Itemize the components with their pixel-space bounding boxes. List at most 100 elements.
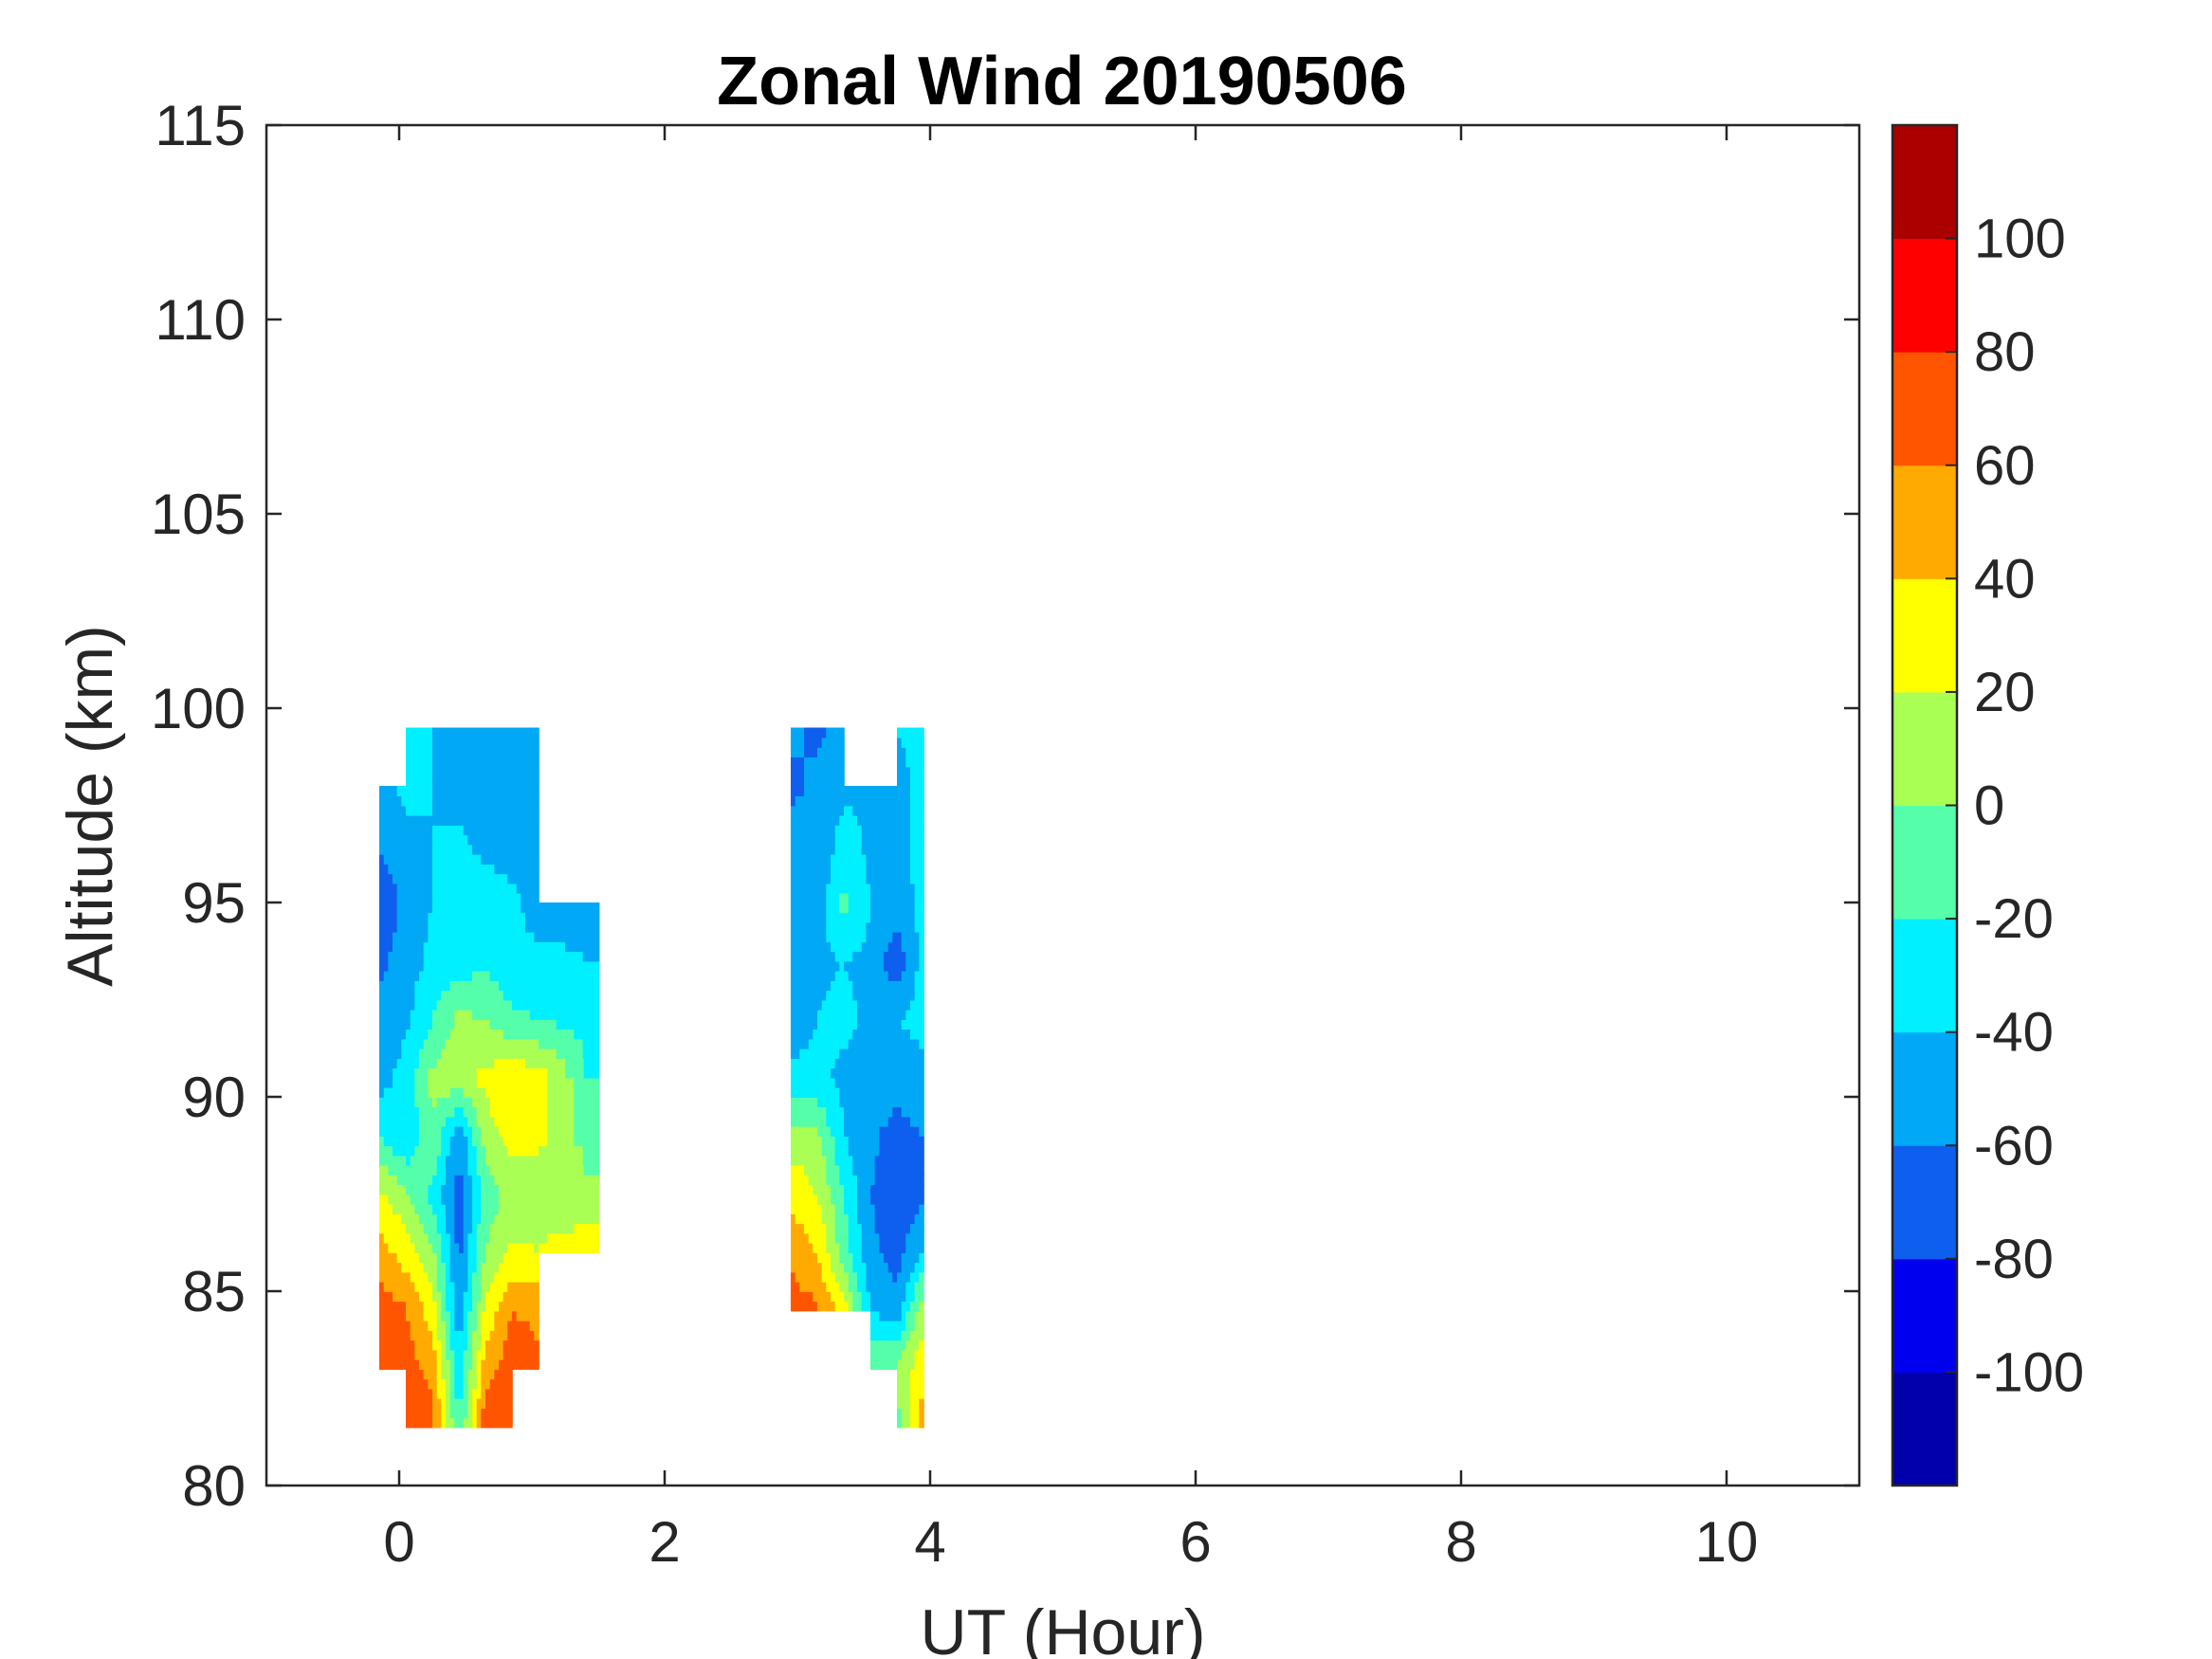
contour-cell — [583, 960, 600, 972]
contour-cell — [419, 805, 425, 816]
contour-cell — [441, 1397, 447, 1409]
contour-cell — [910, 1397, 916, 1409]
contour-cell — [556, 1155, 566, 1166]
contour-cell — [494, 1213, 500, 1225]
contour-cell — [910, 1086, 916, 1098]
contour-cell — [507, 864, 513, 875]
contour-cell — [446, 1164, 451, 1176]
contour-cell — [831, 902, 836, 914]
contour-cell — [485, 864, 491, 875]
contour-cell — [379, 999, 385, 1011]
contour-cell — [396, 1281, 403, 1292]
contour-cell — [574, 1242, 584, 1253]
contour-cell — [574, 999, 584, 1011]
contour-cell — [848, 1106, 854, 1118]
contour-cell — [512, 1125, 518, 1137]
contour-cell — [547, 1232, 558, 1244]
contour-cell — [503, 970, 509, 981]
contour-cell — [481, 1097, 486, 1108]
contour-cell — [406, 970, 411, 981]
contour-cell — [808, 1291, 814, 1303]
colorbar-segment — [1892, 578, 1957, 693]
contour-cell — [525, 951, 531, 962]
contour-cell — [406, 1058, 411, 1069]
contour-cell — [914, 1175, 921, 1186]
contour-cell — [901, 1155, 907, 1166]
contour-cell — [521, 1242, 526, 1253]
contour-cell — [910, 1291, 916, 1303]
contour-cell — [396, 1125, 403, 1137]
contour-cell — [826, 757, 832, 768]
contour-cell — [844, 1301, 850, 1312]
contour-cell — [534, 1194, 539, 1205]
contour-cell — [821, 941, 828, 953]
contour-cell — [839, 1067, 845, 1079]
contour-cell — [919, 902, 924, 914]
contour-cell — [901, 892, 907, 903]
contour-cell — [874, 1086, 881, 1098]
contour-cell — [574, 1125, 584, 1137]
contour-cell — [441, 1369, 447, 1380]
contour-cell — [476, 1009, 483, 1020]
contour-cell — [839, 1116, 845, 1127]
contour-cell — [808, 1194, 814, 1205]
contour-cell — [428, 1145, 433, 1157]
contour-cell — [574, 1106, 584, 1118]
contour-cell — [503, 1058, 509, 1069]
contour-cell — [396, 912, 403, 923]
contour-cell — [414, 1155, 420, 1166]
contour-cell — [884, 1281, 889, 1292]
contour-cell — [857, 1086, 863, 1098]
contour-cell — [804, 892, 810, 903]
contour-cell — [795, 902, 801, 914]
contour-cell — [410, 1203, 416, 1214]
contour-cell — [821, 814, 828, 826]
contour-cell — [499, 1029, 504, 1040]
contour-cell — [919, 931, 924, 942]
contour-cell — [861, 931, 868, 942]
contour-cell — [393, 941, 398, 953]
contour-cell — [521, 1116, 526, 1127]
contour-cell — [901, 1029, 907, 1040]
contour-cell — [485, 727, 491, 738]
contour-cell — [870, 1213, 876, 1225]
contour-cell — [459, 1320, 465, 1331]
contour-cell — [831, 1136, 836, 1147]
contour-cell — [401, 1213, 407, 1225]
contour-cell — [414, 1184, 420, 1195]
contour-cell — [808, 999, 814, 1011]
contour-cell — [919, 737, 924, 748]
contour-cell — [799, 1009, 805, 1020]
contour-cell — [839, 960, 845, 972]
contour-cell — [831, 1106, 836, 1118]
contour-cell — [507, 1136, 513, 1147]
contour-cell — [910, 1029, 916, 1040]
contour-cell — [476, 727, 483, 738]
contour-cell — [489, 931, 496, 942]
contour-cell — [516, 1242, 522, 1253]
contour-cell — [393, 980, 398, 992]
contour-cell — [834, 775, 841, 787]
contour-cell — [808, 1038, 814, 1049]
contour-cell — [910, 805, 916, 816]
contour-cell — [494, 960, 500, 972]
contour-cell — [529, 1175, 536, 1186]
contour-cell — [804, 999, 810, 1011]
contour-cell — [804, 1223, 810, 1234]
contour-cell — [529, 1271, 536, 1283]
contour-cell — [454, 795, 460, 807]
contour-cell — [574, 1194, 584, 1205]
contour-cell — [449, 1232, 456, 1244]
contour-cell — [529, 931, 536, 942]
contour-cell — [410, 1116, 416, 1127]
contour-cell — [512, 1213, 518, 1225]
contour-cell — [529, 1232, 536, 1244]
contour-cell — [817, 814, 823, 826]
contour-cell — [817, 1164, 823, 1176]
contour-cell — [459, 999, 465, 1011]
contour-cell — [874, 960, 881, 972]
contour-cell — [583, 980, 600, 992]
contour-cell — [901, 1271, 907, 1283]
contour-cell — [892, 1175, 898, 1186]
contour-cell — [467, 864, 473, 875]
